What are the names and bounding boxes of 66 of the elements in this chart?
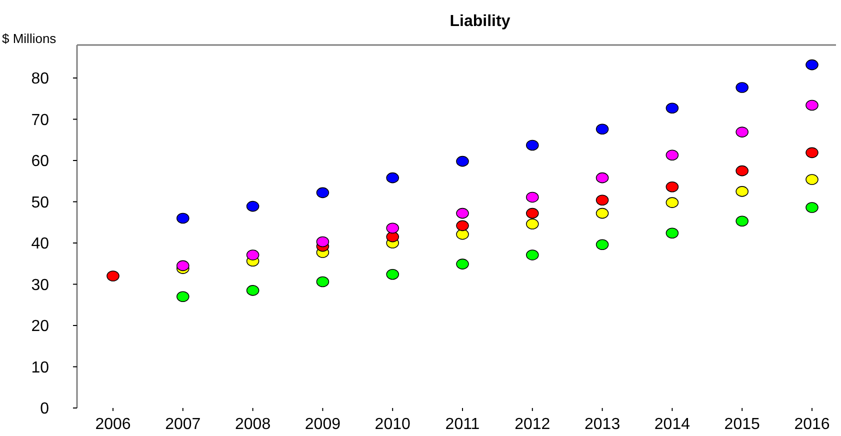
point — [806, 174, 818, 185]
point — [456, 228, 469, 240]
point — [666, 102, 679, 114]
point — [596, 194, 609, 206]
point — [316, 187, 330, 198]
y-tick-label: 80 — [31, 70, 50, 88]
point — [246, 285, 260, 296]
x-tick-label: 2008 — [235, 416, 271, 433]
x-tick-label: 2015 — [724, 416, 760, 433]
point — [736, 165, 748, 176]
x-tick-label: 2013 — [584, 416, 620, 433]
x-tick-label: 2009 — [304, 416, 341, 433]
x-tick-label: 2006 — [95, 416, 131, 433]
point — [806, 147, 818, 158]
point — [456, 156, 469, 167]
y-tick-label: 20 — [31, 318, 50, 336]
point — [666, 182, 679, 192]
chart-title: Liability — [450, 13, 510, 30]
point — [526, 208, 539, 219]
y-tick-label: 0 — [40, 400, 50, 418]
point — [666, 228, 679, 238]
point — [666, 197, 679, 208]
x-tick-label: 2011 — [445, 416, 480, 433]
point — [736, 216, 748, 227]
point — [316, 236, 330, 248]
point — [736, 126, 748, 138]
point — [526, 218, 539, 230]
point — [526, 192, 539, 203]
point — [176, 212, 190, 224]
y-tick-label: 70 — [31, 112, 50, 129]
x-tick-label: 2010 — [374, 416, 410, 433]
x-tick-label: 2007 — [165, 416, 201, 433]
point — [246, 200, 260, 212]
point — [316, 276, 330, 288]
point — [526, 140, 539, 151]
y-tick-label: 10 — [31, 359, 50, 376]
point — [246, 250, 260, 260]
point — [736, 186, 748, 197]
point — [176, 260, 190, 272]
point — [106, 270, 120, 282]
point — [736, 82, 748, 93]
point — [806, 59, 818, 70]
point — [386, 268, 399, 280]
x-tick-label: 2012 — [514, 416, 550, 433]
point — [386, 222, 399, 234]
point — [806, 100, 818, 111]
point — [386, 231, 399, 242]
point — [456, 258, 469, 270]
point — [456, 208, 469, 219]
point — [596, 239, 609, 250]
point — [596, 172, 609, 184]
point — [526, 250, 539, 260]
point — [596, 124, 609, 135]
y-tick-label: 60 — [31, 153, 50, 170]
x-tick-label: 2014 — [654, 416, 690, 433]
point — [806, 202, 818, 213]
y-tick-label: 30 — [31, 276, 50, 294]
y-axis-title: $ Millions — [2, 31, 57, 46]
y-tick-label: 40 — [31, 236, 50, 253]
x-tick-label: 2016 — [794, 416, 830, 433]
point — [596, 208, 609, 219]
y-tick-label: 50 — [31, 194, 50, 212]
point — [456, 220, 469, 232]
point — [666, 150, 679, 161]
point — [386, 172, 399, 184]
point — [176, 291, 190, 302]
